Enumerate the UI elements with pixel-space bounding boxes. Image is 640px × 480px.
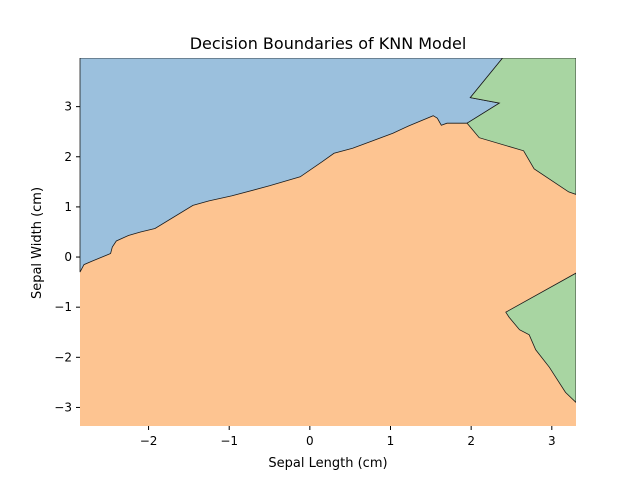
x-tick-label: 0 <box>306 434 314 448</box>
x-tick-label: −1 <box>220 434 238 448</box>
y-tick-label: −3 <box>54 400 72 414</box>
y-tick-label: 0 <box>64 250 72 264</box>
decision-region-0 <box>80 58 503 273</box>
y-axis: −3 −2 −1 0 1 2 3 <box>54 100 80 414</box>
x-tick-label: 2 <box>467 434 475 448</box>
x-tick-label: 3 <box>548 434 556 448</box>
plot-area <box>78 55 579 426</box>
y-tick-label: −1 <box>54 300 72 314</box>
chart-title: Decision Boundaries of KNN Model <box>190 34 467 53</box>
x-tick-label: 1 <box>387 434 395 448</box>
decision-region-1 <box>467 58 576 195</box>
decision-boundary-2 <box>505 272 577 404</box>
decision-boundary-0 <box>79 57 504 273</box>
y-axis-label: Sepal Width (cm) <box>30 187 45 299</box>
y-tick-label: −2 <box>54 350 72 364</box>
decision-region-2 <box>505 273 576 403</box>
y-tick-label: 2 <box>64 150 72 164</box>
x-axis-label: Sepal Length (cm) <box>268 456 387 471</box>
x-axis: −2 −1 0 1 2 3 <box>140 426 556 448</box>
y-tick-label: 1 <box>64 200 72 214</box>
x-tick-label: −2 <box>140 434 158 448</box>
y-tick-label: 3 <box>64 100 72 114</box>
